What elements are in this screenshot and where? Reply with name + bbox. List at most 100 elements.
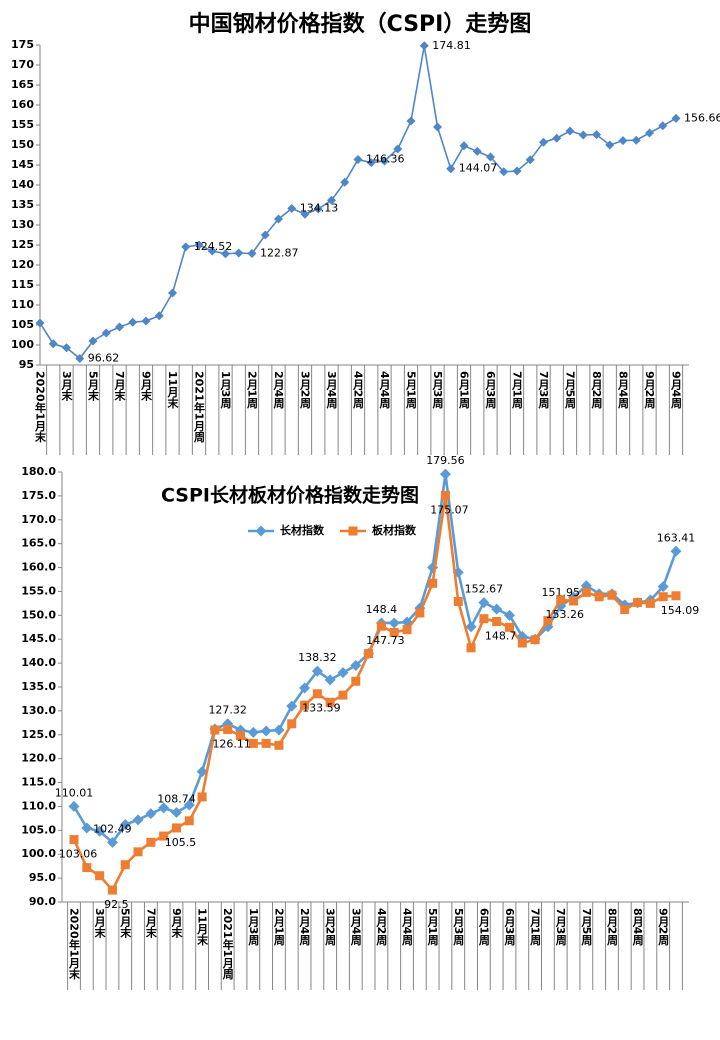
data-label: 102.49 (93, 822, 132, 835)
marker (48, 339, 58, 349)
y-tick-label: 170.0 (21, 513, 56, 526)
marker (35, 318, 45, 328)
data-label: 144.07 (459, 162, 498, 175)
y-tick-label: 95 (19, 358, 34, 371)
marker (402, 625, 412, 635)
x-tick-label: 3月2周 (324, 908, 338, 946)
data-label: 147.73 (366, 634, 405, 647)
marker (645, 128, 654, 138)
y-tick-label: 145 (11, 158, 34, 171)
marker (530, 635, 540, 645)
y-tick-label: 155.0 (21, 584, 56, 597)
x-tick-label: 11月末 (166, 371, 180, 409)
data-label: 110.01 (55, 786, 94, 799)
legend-marker (255, 525, 267, 537)
y-tick-label: 130 (11, 218, 34, 231)
x-tick-label: 3月4周 (325, 371, 339, 409)
x-tick-label: 3月4周 (349, 908, 363, 946)
marker (234, 248, 244, 258)
y-tick-label: 110.0 (21, 799, 56, 812)
marker (631, 135, 641, 145)
marker (324, 674, 336, 686)
y-tick-label: 140.0 (21, 656, 56, 669)
data-label: 153.26 (545, 608, 584, 621)
marker (479, 614, 489, 624)
y-tick-label: 115.0 (21, 776, 56, 789)
data-label: 146.36 (366, 153, 405, 166)
marker (491, 603, 503, 615)
y-tick-label: 125 (11, 238, 34, 251)
marker (618, 136, 628, 146)
marker (68, 800, 80, 812)
marker (465, 621, 477, 633)
marker (620, 605, 630, 615)
x-tick-label: 2月4周 (272, 371, 286, 409)
marker (261, 738, 271, 748)
y-tick-label: 90.0 (29, 895, 56, 908)
data-label: 138.32 (298, 651, 337, 664)
marker (658, 592, 668, 602)
legend-marker (348, 526, 358, 536)
marker (132, 814, 144, 826)
marker (106, 836, 118, 848)
y-tick-label: 170 (11, 58, 34, 71)
marker (459, 141, 469, 151)
marker (168, 288, 177, 298)
data-label: 174.81 (432, 39, 471, 52)
marker (223, 724, 233, 734)
marker (207, 246, 217, 256)
marker (311, 665, 323, 677)
data-label: 133.59 (302, 702, 341, 715)
marker (388, 617, 400, 629)
marker (525, 155, 535, 165)
marker (556, 595, 566, 605)
marker (120, 860, 130, 870)
y-tick-label: 140 (11, 178, 34, 191)
data-label: 152.67 (465, 583, 504, 596)
marker (380, 156, 389, 166)
marker (128, 317, 138, 327)
marker (607, 590, 617, 600)
marker (133, 847, 143, 857)
y-tick-label: 105 (11, 318, 34, 331)
marker (671, 591, 681, 601)
data-label: 124.52 (194, 240, 233, 253)
marker (419, 41, 429, 51)
x-tick-label: 6月1周 (458, 371, 472, 409)
marker (197, 792, 207, 802)
x-tick-label: 2月1周 (272, 908, 286, 946)
marker (247, 726, 259, 738)
marker (194, 240, 204, 250)
x-tick-label: 7月末 (113, 371, 127, 401)
data-label: 175.07 (430, 504, 469, 517)
marker (221, 249, 230, 259)
marker (325, 697, 335, 707)
x-tick-label: 6月3周 (484, 371, 498, 409)
data-label: 108.74 (157, 792, 196, 805)
y-tick-label: 145.0 (21, 632, 56, 645)
marker (565, 126, 575, 136)
marker (159, 831, 169, 841)
marker (88, 336, 98, 346)
marker (376, 621, 386, 631)
data-label: 122.87 (260, 247, 299, 260)
x-tick-label: 6月1周 (477, 908, 491, 946)
marker (327, 195, 336, 205)
marker (466, 643, 476, 653)
marker (286, 700, 298, 712)
marker (146, 837, 156, 847)
marker (552, 133, 562, 143)
marker (439, 468, 451, 480)
y-tick-label: 135 (11, 198, 34, 211)
marker (517, 638, 527, 648)
marker (539, 137, 548, 147)
marker (260, 725, 272, 737)
marker (499, 167, 509, 177)
x-tick-label: 2月1周 (246, 371, 260, 409)
marker (154, 311, 164, 321)
marker (274, 214, 283, 224)
x-tick-label: 3月末 (60, 371, 74, 401)
y-tick-label: 120 (11, 258, 34, 271)
marker (353, 155, 363, 165)
y-tick-label: 115 (11, 278, 34, 291)
